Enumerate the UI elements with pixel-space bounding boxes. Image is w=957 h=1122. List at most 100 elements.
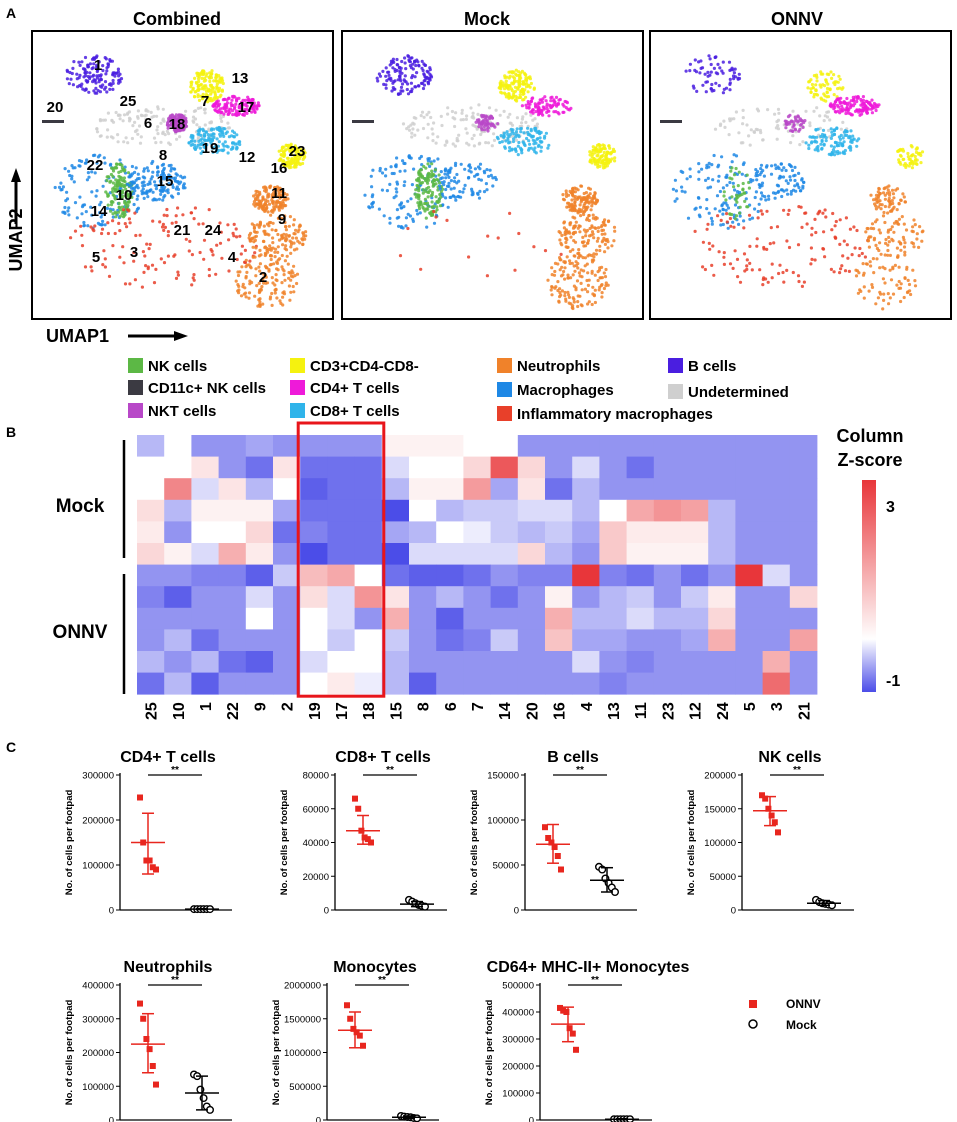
- umap-cell-point: [712, 66, 717, 70]
- umap-cell-point: [255, 223, 259, 227]
- umap-cell-point: [603, 250, 607, 254]
- umap-cell-point: [546, 146, 550, 150]
- umap-cell-point: [459, 162, 463, 166]
- heatmap-cell: [789, 543, 818, 565]
- umap-cell-point: [516, 153, 520, 157]
- umap-cell-point: [109, 179, 113, 183]
- umap-cell-point: [409, 81, 413, 85]
- umap-cell-point: [693, 68, 697, 72]
- umap-panel-onnv: [649, 30, 952, 320]
- umap-cell-point: [201, 96, 205, 100]
- umap-cell-point: [752, 130, 757, 134]
- heatmap-cell: [137, 564, 165, 587]
- umap-cell-point: [674, 189, 679, 193]
- umap-cell-point: [484, 182, 488, 186]
- umap-cell-point: [891, 265, 895, 269]
- umap-cell-point: [574, 264, 578, 268]
- umap-cell-point: [883, 204, 888, 209]
- umap-cell-point: [508, 211, 512, 215]
- umap-cell-point: [450, 109, 454, 114]
- umap-cell-point: [161, 222, 165, 226]
- umap-cell-point: [804, 109, 808, 113]
- umap-cell-point: [870, 111, 875, 115]
- umap-cell-point: [798, 123, 803, 127]
- umap-cell-point: [825, 86, 830, 91]
- umap-cell-point: [428, 68, 432, 72]
- umap-cell-point: [109, 209, 113, 213]
- umap-cell-point: [138, 233, 142, 237]
- umap-cell-point: [417, 206, 422, 211]
- umap-cell-point: [288, 215, 292, 219]
- umap-cell-point: [509, 127, 513, 131]
- umap-cell-point: [258, 262, 262, 266]
- umap-cell-point: [843, 269, 848, 273]
- umap-cell-point: [211, 253, 215, 257]
- umap-cell-point: [433, 168, 437, 172]
- umap-cell-point: [80, 212, 84, 216]
- umap-cell-point: [90, 213, 94, 217]
- umap-cell-point: [190, 139, 194, 143]
- umap-cell-point: [563, 260, 567, 264]
- umap-cell-point: [807, 143, 811, 147]
- umap-cell-point: [282, 154, 286, 158]
- umap-cell-point: [920, 230, 924, 234]
- umap-cell-point: [418, 168, 422, 172]
- umap-cell-point: [123, 282, 128, 286]
- umap-cell-point: [187, 249, 191, 253]
- heatmap-cell: [572, 456, 600, 479]
- umap-cell-point: [598, 248, 602, 253]
- umap-cell-point: [709, 62, 713, 67]
- heatmap-cell: [245, 435, 274, 457]
- umap-cell-point: [760, 212, 765, 216]
- umap-cell-point: [576, 300, 580, 304]
- umap-cell-point: [571, 232, 576, 236]
- umap-cell-point: [582, 210, 587, 214]
- umap-cell-point: [558, 287, 562, 291]
- heatmap-cell: [545, 607, 573, 630]
- umap-cell-point: [118, 78, 122, 82]
- umap-cell-point: [825, 110, 829, 114]
- umap-cell-point: [273, 250, 277, 254]
- umap-cell-point: [125, 112, 129, 116]
- umap-cell-point: [425, 201, 430, 205]
- umap-cell-point: [789, 119, 794, 123]
- umap-cell-point: [602, 286, 607, 291]
- umap-cell-point: [460, 108, 464, 112]
- heatmap-column-label: 2: [280, 702, 297, 711]
- heatmap-cell: [245, 521, 274, 544]
- legend-swatch: [497, 358, 512, 373]
- umap-cell-point: [432, 121, 436, 125]
- umap-cell-point: [114, 178, 118, 182]
- umap-cell-point: [162, 228, 166, 232]
- umap-cell-point: [822, 119, 826, 123]
- umap-cell-point: [603, 223, 607, 227]
- umap-cell-point: [914, 157, 918, 162]
- umap-cell-point: [491, 176, 495, 180]
- umap-cell-point: [273, 255, 277, 259]
- umap-cell-point: [566, 276, 570, 280]
- umap-cell-point: [418, 211, 422, 215]
- heatmap-cell: [517, 564, 546, 587]
- umap-cell-point: [576, 304, 580, 309]
- umap-cell-point: [888, 199, 892, 203]
- umap-cell-point: [264, 186, 268, 190]
- umap-cell-point: [901, 149, 906, 153]
- umap-cell-point: [449, 179, 453, 183]
- umap-cell-point: [408, 64, 412, 68]
- umap-cell-point: [103, 87, 107, 91]
- heatmap-cell: [653, 478, 682, 501]
- umap-cell-point: [777, 189, 781, 194]
- heatmap-column-label: 7: [470, 702, 487, 711]
- umap-cell-point: [511, 75, 515, 79]
- umap-cell-point: [812, 109, 816, 113]
- umap-cell-point: [516, 96, 520, 100]
- umap-cluster-label: 11: [271, 185, 287, 202]
- umap-cell-point: [594, 202, 598, 206]
- umap-cell-point: [290, 156, 294, 160]
- umap-cell-point: [426, 204, 430, 208]
- umap-cell-point: [529, 129, 533, 133]
- umap-cell-point: [756, 209, 760, 214]
- umap-cell-point: [700, 167, 704, 171]
- umap-cell-point: [728, 262, 733, 266]
- umap-cell-point: [191, 119, 195, 123]
